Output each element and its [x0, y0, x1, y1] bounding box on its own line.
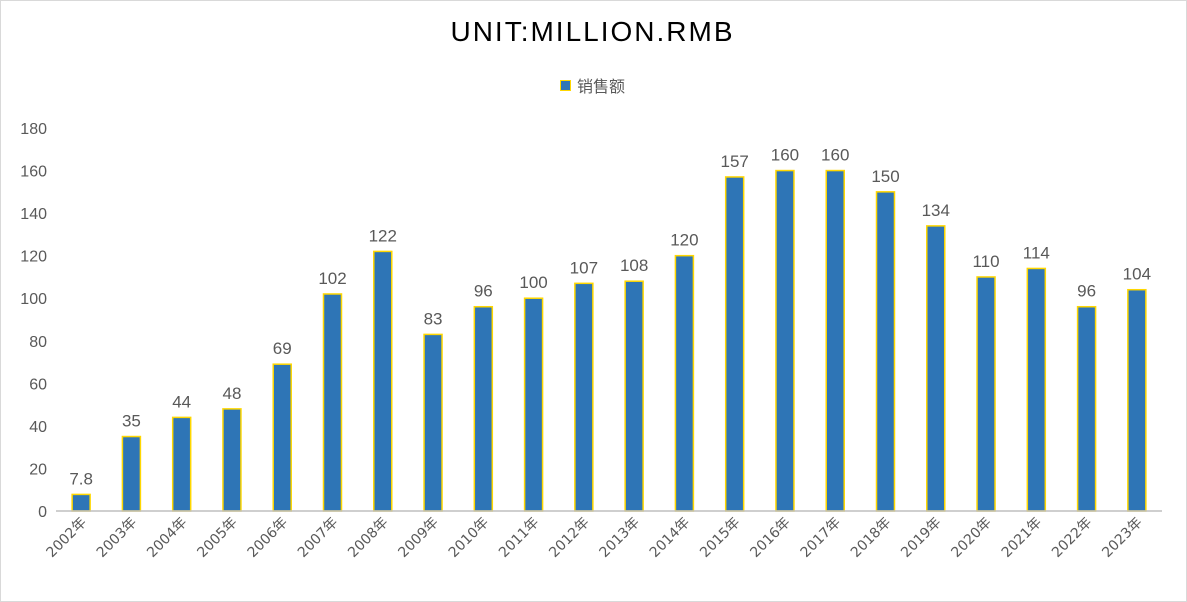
- x-category-label: 2013年: [597, 515, 643, 561]
- data-label: 96: [1077, 282, 1096, 301]
- bar: [825, 169, 845, 512]
- data-label: 122: [369, 226, 397, 245]
- bar: [976, 276, 996, 512]
- bar: [574, 282, 594, 512]
- data-label: 150: [871, 167, 899, 186]
- y-tick-label: 120: [20, 249, 47, 266]
- data-label: 35: [122, 412, 141, 431]
- chart-title: UNIT:MILLION.RMB: [450, 16, 735, 47]
- x-category-label: 2003年: [94, 515, 140, 561]
- data-label: 7.8: [69, 469, 93, 488]
- data-label: 83: [424, 309, 443, 328]
- legend-label: 销售额: [576, 77, 625, 96]
- legend: 销售额: [0, 73, 1185, 97]
- data-label: 108: [620, 256, 648, 275]
- data-label: 114: [1023, 243, 1050, 262]
- x-category-label: 2018年: [848, 515, 894, 561]
- bar: [875, 191, 896, 512]
- x-category-label: 2004年: [144, 515, 190, 561]
- data-label: 48: [222, 384, 241, 403]
- x-category-label: 2023年: [1099, 515, 1145, 561]
- y-tick-label: 180: [20, 121, 47, 138]
- bar: [1026, 267, 1047, 512]
- x-category-label: 2014年: [647, 515, 693, 561]
- data-label: 69: [273, 339, 292, 358]
- data-label: 100: [519, 273, 547, 292]
- bar: [71, 493, 91, 512]
- data-label: 96: [474, 282, 493, 301]
- y-tick-label: 20: [29, 461, 47, 478]
- bar: [423, 333, 443, 512]
- bar: [222, 408, 242, 512]
- y-tick-label: 60: [29, 376, 47, 393]
- bar: [926, 225, 946, 512]
- x-category-label: 2012年: [546, 515, 592, 561]
- data-label: 134: [922, 201, 950, 220]
- x-category-label: 2002年: [44, 515, 90, 561]
- x-category-label: 2006年: [245, 515, 291, 561]
- bar: [272, 363, 292, 512]
- bar: [624, 280, 644, 512]
- x-category-label: 2009年: [395, 515, 441, 561]
- x-category-label: 2015年: [697, 515, 743, 561]
- bar: [473, 305, 494, 512]
- x-category-label: 2011年: [496, 515, 542, 561]
- data-label: 107: [570, 258, 598, 277]
- data-label: 160: [821, 146, 849, 165]
- bar: [523, 297, 544, 512]
- data-label: 110: [972, 252, 999, 271]
- data-label: 104: [1123, 265, 1151, 284]
- x-category-label: 2017年: [798, 515, 844, 561]
- x-category-label: 2016年: [747, 515, 793, 561]
- x-category-label: 2020年: [948, 515, 994, 561]
- bar: [171, 416, 192, 512]
- x-category-label: 2022年: [1049, 515, 1095, 561]
- x-category-label: 2007年: [295, 515, 341, 561]
- data-label: 120: [670, 231, 698, 250]
- data-label: 157: [720, 152, 748, 171]
- bar: [1076, 305, 1097, 512]
- y-tick-label: 160: [20, 164, 47, 181]
- y-tick-label: 80: [29, 334, 47, 351]
- bar: [322, 293, 343, 512]
- y-tick-label: 40: [29, 419, 47, 436]
- x-category-label: 2021年: [999, 515, 1045, 561]
- bar: [1127, 288, 1147, 512]
- x-category-label: 2008年: [345, 515, 391, 561]
- data-label: 160: [771, 146, 799, 165]
- y-tick-label: 100: [20, 291, 47, 308]
- y-tick-label: 0: [38, 504, 47, 521]
- x-category-label: 2010年: [446, 515, 492, 561]
- bar: [674, 254, 695, 512]
- data-label: 102: [318, 269, 346, 288]
- data-label: 44: [172, 392, 191, 411]
- bar: [373, 250, 393, 512]
- legend-swatch: [559, 80, 571, 91]
- bar: [724, 176, 745, 512]
- y-tick-label: 140: [20, 206, 47, 223]
- bar: [775, 169, 795, 512]
- bar: [121, 435, 142, 512]
- x-category-label: 2019年: [898, 515, 944, 561]
- x-category-label: 2005年: [194, 515, 240, 561]
